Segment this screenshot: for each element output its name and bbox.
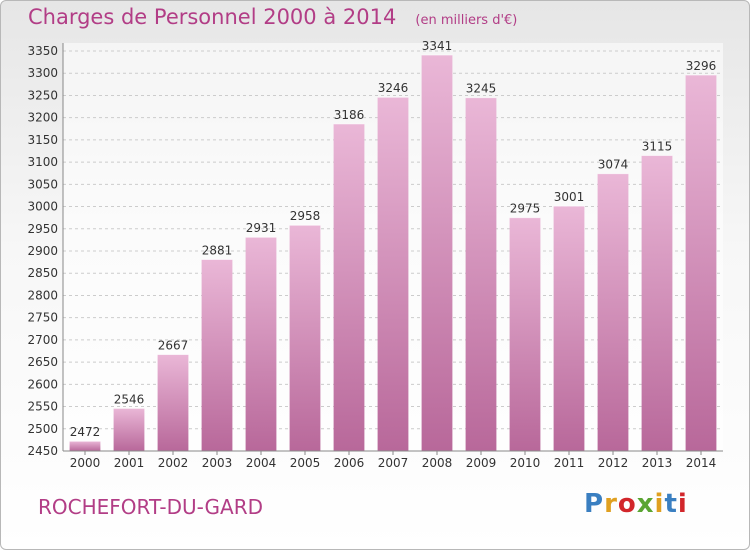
logo-letter: i	[654, 489, 665, 519]
data-label: 3001	[554, 190, 585, 204]
bar	[421, 55, 453, 451]
y-tick-label: 3000	[27, 200, 58, 214]
title-row: Charges de Personnel 2000 à 2014 (en mil…	[28, 5, 517, 29]
x-tick-label: 2010	[510, 456, 541, 470]
logo-letter: t	[664, 489, 678, 519]
chart-title: Charges de Personnel 2000 à 2014	[28, 5, 397, 29]
y-tick-label: 2750	[27, 311, 58, 325]
y-tick-label: 3350	[27, 44, 58, 58]
data-label: 2958	[290, 209, 321, 223]
data-label: 3246	[378, 81, 409, 95]
logo-letter: r	[604, 489, 618, 519]
y-tick-label: 2500	[27, 422, 58, 436]
x-tick-label: 2012	[598, 456, 629, 470]
value-labels: 2472 2546 2667 2881 2931 2958 3186 3246 3341 3245…	[70, 39, 717, 439]
logo-letter: o	[617, 489, 637, 519]
x-tick-label: 2003	[202, 456, 233, 470]
data-label: 3186	[334, 108, 365, 122]
bar	[685, 75, 717, 451]
chart-unit: (en milliers d'€)	[415, 13, 518, 28]
logo-letter: P	[584, 489, 605, 519]
logo-letter: i	[677, 489, 688, 519]
y-tick-label: 2700	[27, 333, 58, 347]
axes: 2450 2500 2550 2600 2650 2700 2750 2800 2850 2900…	[27, 43, 723, 470]
place-name: ROCHEFORT-DU-GARD	[38, 495, 264, 519]
bar	[377, 97, 409, 451]
bar	[69, 441, 101, 451]
data-label: 2931	[246, 221, 277, 235]
y-tick-label: 3300	[27, 66, 58, 80]
bar	[157, 354, 189, 451]
data-label: 3296	[686, 59, 717, 73]
bar	[245, 237, 277, 451]
logo-letter: x	[636, 489, 655, 519]
bar	[597, 173, 629, 451]
bar	[641, 155, 673, 451]
bar	[289, 225, 321, 451]
data-label: 2667	[158, 339, 189, 353]
data-label: 2472	[70, 425, 101, 439]
bar	[333, 123, 365, 451]
y-tick-label: 3100	[27, 155, 58, 169]
x-tick-label: 2014	[686, 456, 717, 470]
x-tick-label: 2000	[70, 456, 101, 470]
y-tick-label: 3050	[27, 177, 58, 191]
data-label: 3341	[422, 39, 453, 53]
y-tick-label: 2550	[27, 400, 58, 414]
y-tick-label: 2450	[27, 444, 58, 458]
x-tick-label: 2011	[554, 456, 585, 470]
y-tick-label: 3150	[27, 133, 58, 147]
data-label: 3074	[598, 158, 629, 172]
x-tick-label: 2007	[378, 456, 409, 470]
data-label: 3115	[642, 139, 673, 153]
data-label: 2975	[510, 202, 541, 216]
y-tick-label: 3250	[27, 88, 58, 102]
bar	[509, 217, 541, 451]
y-tick-label: 2650	[27, 355, 58, 369]
bar	[113, 408, 145, 451]
data-label: 3245	[466, 82, 497, 96]
y-tick-label: 2950	[27, 222, 58, 236]
x-tick-label: 2004	[246, 456, 277, 470]
x-tick-label: 2001	[114, 456, 145, 470]
bars	[69, 54, 717, 452]
y-tick-label: 2850	[27, 266, 58, 280]
y-tick-label: 2800	[27, 288, 58, 302]
x-tick-label: 2005	[290, 456, 321, 470]
bar	[553, 206, 585, 451]
bar	[465, 97, 497, 452]
x-tick-label: 2009	[466, 456, 497, 470]
data-label: 2881	[202, 243, 233, 257]
x-tick-label: 2002	[158, 456, 189, 470]
y-tick-label: 3200	[27, 111, 58, 125]
bar	[201, 259, 233, 451]
y-tick-label: 2900	[27, 244, 58, 258]
data-label: 2546	[114, 392, 145, 406]
x-tick-label: 2006	[334, 456, 365, 470]
x-tick-label: 2013	[642, 456, 673, 470]
x-tick-label: 2008	[422, 456, 453, 470]
y-tick-label: 2600	[27, 377, 58, 391]
proxiti-logo[interactable]: Proxiti	[584, 489, 688, 519]
